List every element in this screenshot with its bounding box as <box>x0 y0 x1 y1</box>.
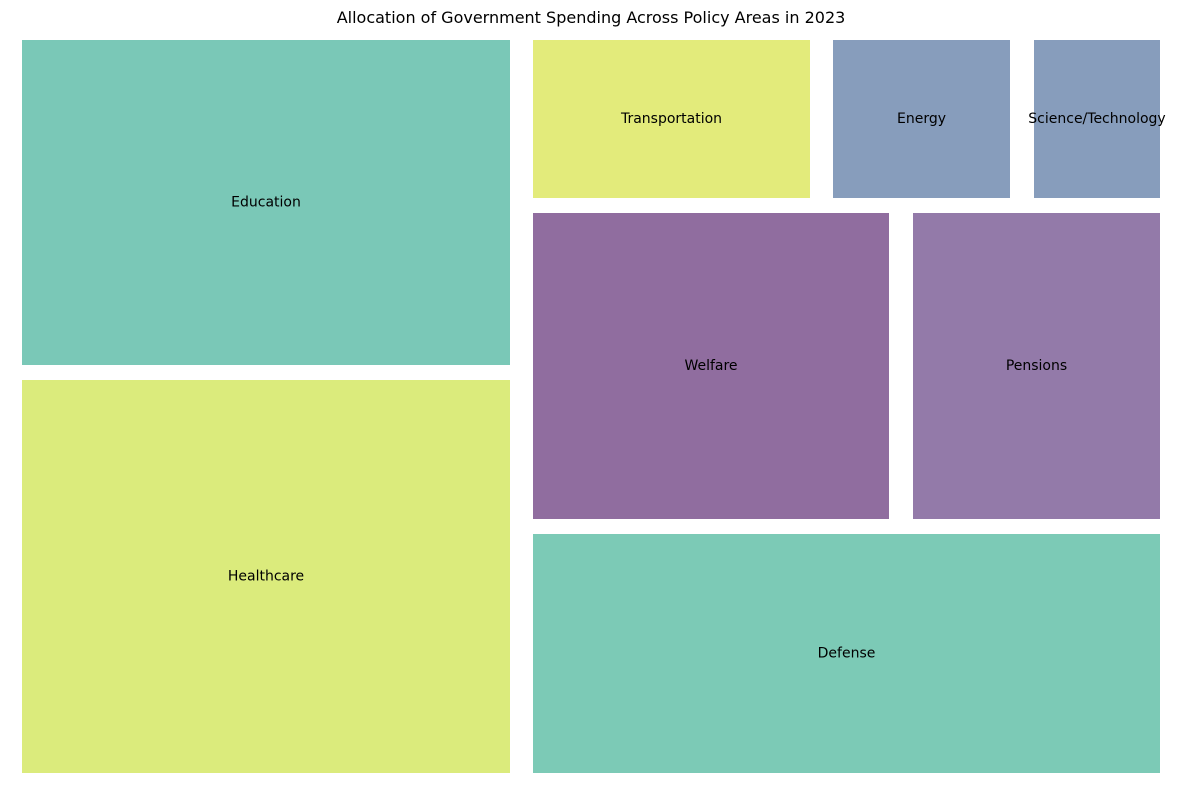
chart-title: Allocation of Government Spending Across… <box>336 8 846 27</box>
tile-label-education: Education <box>231 195 301 211</box>
tile-pensions <box>913 213 1160 519</box>
tile-education <box>22 40 510 365</box>
tile-label-defense: Defense <box>818 646 876 662</box>
tile-healthcare <box>22 380 510 773</box>
tile-label-pensions: Pensions <box>1006 358 1067 374</box>
tile-label-transportation: Transportation <box>620 111 722 127</box>
tile-label-energy: Energy <box>897 111 946 127</box>
tile-transportation <box>533 40 810 198</box>
tile-label-healthcare: Healthcare <box>228 569 304 585</box>
tile-science-technology <box>1034 40 1160 198</box>
tile-defense <box>533 534 1160 773</box>
tile-label-welfare: Welfare <box>684 358 737 374</box>
tile-label-science-technology: Science/Technology <box>1028 111 1165 127</box>
tile-welfare <box>533 213 889 519</box>
tile-energy <box>833 40 1010 198</box>
